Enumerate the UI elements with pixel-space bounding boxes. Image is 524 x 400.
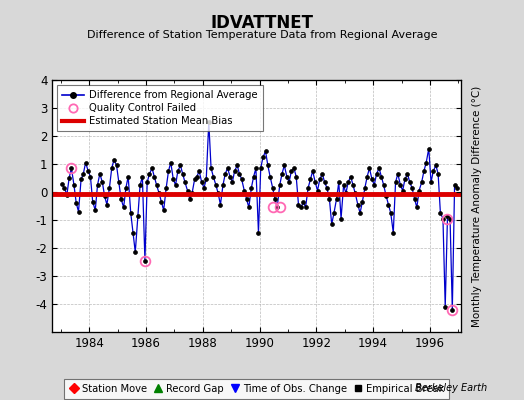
Text: Difference of Station Temperature Data from Regional Average: Difference of Station Temperature Data f…	[87, 30, 437, 40]
Text: IDVATTNET: IDVATTNET	[211, 14, 313, 32]
Text: Berkeley Earth: Berkeley Earth	[415, 383, 487, 393]
Y-axis label: Monthly Temperature Anomaly Difference (°C): Monthly Temperature Anomaly Difference (…	[472, 85, 482, 327]
Legend: Station Move, Record Gap, Time of Obs. Change, Empirical Break: Station Move, Record Gap, Time of Obs. C…	[64, 379, 450, 399]
